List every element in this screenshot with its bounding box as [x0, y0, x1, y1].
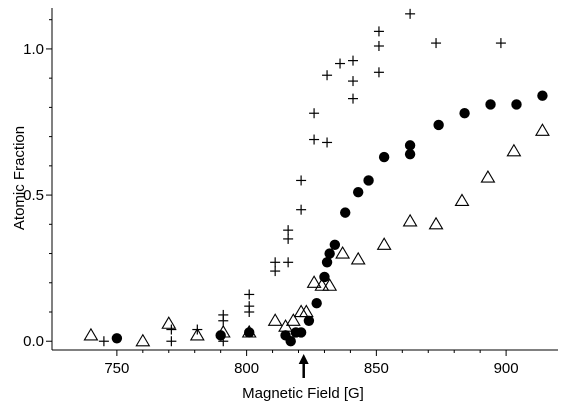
plus-marker [244, 301, 255, 312]
triangle-marker [506, 143, 522, 157]
circle-marker [340, 207, 351, 218]
plus-marker [373, 41, 384, 51]
plus-marker [244, 289, 255, 300]
circle-marker [352, 186, 364, 198]
plus-marker [296, 175, 307, 186]
plus-marker [348, 76, 359, 87]
circle-marker [285, 336, 296, 347]
plus-marker [270, 266, 281, 277]
triangle-marker [480, 169, 496, 183]
plus-marker [283, 257, 294, 268]
x-tick-label: 850 [364, 360, 389, 377]
plus-marker [373, 26, 384, 37]
plus-marker [348, 93, 359, 104]
triangle-marker [428, 216, 444, 230]
circle-marker [459, 108, 470, 119]
plus-marker [166, 324, 177, 335]
x-tick-label: 750 [104, 360, 129, 377]
plus-marker [296, 204, 307, 215]
circle-marker [321, 257, 333, 268]
plus-marker [309, 108, 320, 119]
triangle-marker [314, 278, 330, 291]
plus-marker [270, 257, 281, 268]
plus-marker [283, 233, 294, 244]
circle-marker [378, 151, 390, 163]
circle-marker [485, 99, 496, 110]
triangle-marker [335, 245, 351, 259]
triangle-marker [454, 193, 470, 207]
x-axis: 750 800 850 900 [104, 350, 519, 377]
triangle-marker [376, 237, 392, 250]
x-tick-label: 900 [494, 360, 519, 377]
x-tick-label: 800 [234, 360, 259, 377]
plot-frame [51, 8, 558, 351]
circle-marker [404, 148, 416, 160]
circle-marker [311, 298, 322, 309]
triangle-marker [402, 213, 418, 227]
plus-marker [431, 38, 442, 49]
plus-marker [283, 225, 294, 236]
circle-marker [329, 239, 341, 250]
triangle-marker [285, 313, 301, 326]
plus-marker [98, 336, 109, 347]
circle-marker [295, 327, 307, 338]
plus-marker [166, 336, 177, 347]
plus-marker [322, 70, 333, 81]
triangle-marker [534, 123, 550, 136]
triangle-marker [298, 304, 314, 318]
plus-marker [373, 67, 384, 78]
plus-marker [335, 58, 346, 69]
triangle-marker [350, 251, 366, 265]
plus-marker [218, 309, 229, 320]
plus-marker [309, 134, 320, 145]
data-points [83, 8, 550, 347]
circle-marker [511, 99, 522, 110]
circle-marker [303, 315, 315, 326]
triangle-marker [189, 327, 205, 341]
triangle-marker [267, 313, 283, 326]
y-axis: 0.0 0.5 1.0 [23, 19, 52, 350]
triangle-marker [135, 333, 151, 347]
circle-marker [363, 175, 374, 186]
circle-marker [111, 333, 123, 344]
triangle-marker [215, 324, 231, 338]
plus-marker [405, 8, 416, 19]
triangle-marker [322, 278, 338, 291]
circle-marker [537, 90, 548, 101]
y-tick-label: 0.0 [23, 333, 44, 350]
plus-marker [322, 137, 333, 148]
y-tick-label: 1.0 [23, 41, 44, 58]
circle-marker [324, 248, 335, 259]
triangle-marker [161, 316, 177, 329]
y-tick-label: 0.5 [23, 187, 44, 204]
triangle-marker [306, 275, 322, 288]
triangle-marker [83, 327, 99, 341]
triangle-marker [241, 324, 257, 338]
x-axis-label: Magnetic Field [G] [242, 385, 364, 402]
plus-marker [348, 55, 359, 66]
annotations [298, 354, 309, 378]
plus-marker [495, 38, 506, 49]
y-axis-label: Atomic Fraction [11, 126, 28, 230]
circle-marker [215, 330, 226, 341]
circle-marker [433, 119, 444, 131]
arrow-head [298, 354, 309, 364]
circle-marker [404, 140, 416, 151]
